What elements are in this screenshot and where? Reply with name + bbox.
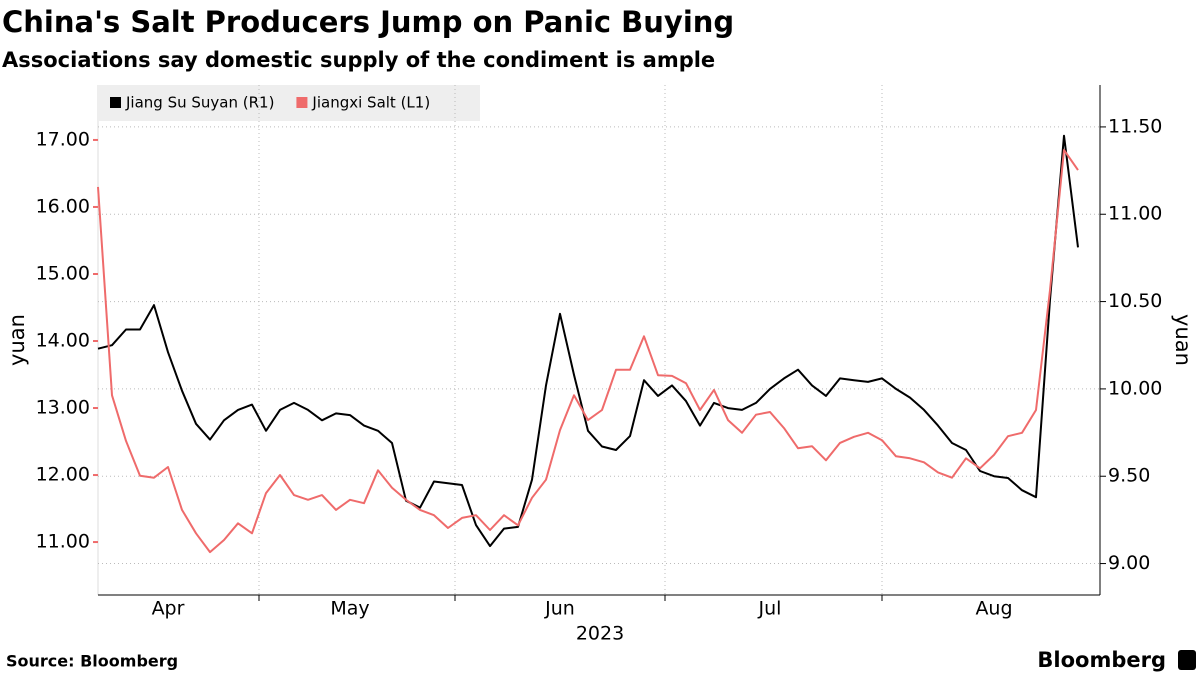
legend-box	[98, 85, 480, 121]
legend-label: Jiangxi Salt (L1)	[311, 94, 430, 112]
y-tick-label: 14.00	[36, 330, 90, 352]
x-tick-label: May	[330, 598, 369, 620]
y-axis-label: yuan	[5, 314, 29, 366]
x-tick-label: Jul	[758, 598, 782, 620]
y-tick-label: 15.00	[36, 262, 90, 284]
y-tick-label: 16.00	[36, 195, 90, 217]
y2-tick-label: 11.00	[1108, 203, 1162, 225]
x-tick-label: Jun	[544, 598, 575, 620]
series-line	[97, 134, 1079, 548]
chart-title: China's Salt Producers Jump on Panic Buy…	[2, 5, 734, 39]
x-axis-label: 2023	[576, 623, 624, 645]
chart-subtitle: Associations say domestic supply of the …	[2, 48, 715, 72]
y2-tick-label: 9.50	[1108, 465, 1150, 487]
series-line	[97, 149, 1079, 554]
x-tick-label: Aug	[975, 598, 1012, 620]
x-tick-label: Apr	[152, 598, 185, 620]
brand-icon	[1178, 650, 1196, 670]
legend-label: Jiang Su Suyan (R1)	[125, 94, 274, 112]
source: Source: Bloomberg	[6, 652, 178, 671]
y-tick-label: 13.00	[36, 397, 90, 419]
y2-tick-label: 11.50	[1108, 115, 1162, 137]
y2-axis-label: yuan	[1171, 314, 1195, 366]
brand: Bloomberg	[1037, 648, 1166, 672]
y-tick-label: 17.00	[36, 128, 90, 150]
y2-tick-label: 10.00	[1108, 377, 1162, 399]
legend-swatch	[110, 97, 121, 108]
y-tick-label: 11.00	[36, 531, 90, 553]
legend-swatch	[296, 97, 308, 108]
y2-tick-label: 9.00	[1108, 552, 1150, 574]
y2-tick-label: 10.50	[1108, 290, 1162, 312]
y-tick-label: 12.00	[36, 464, 90, 486]
